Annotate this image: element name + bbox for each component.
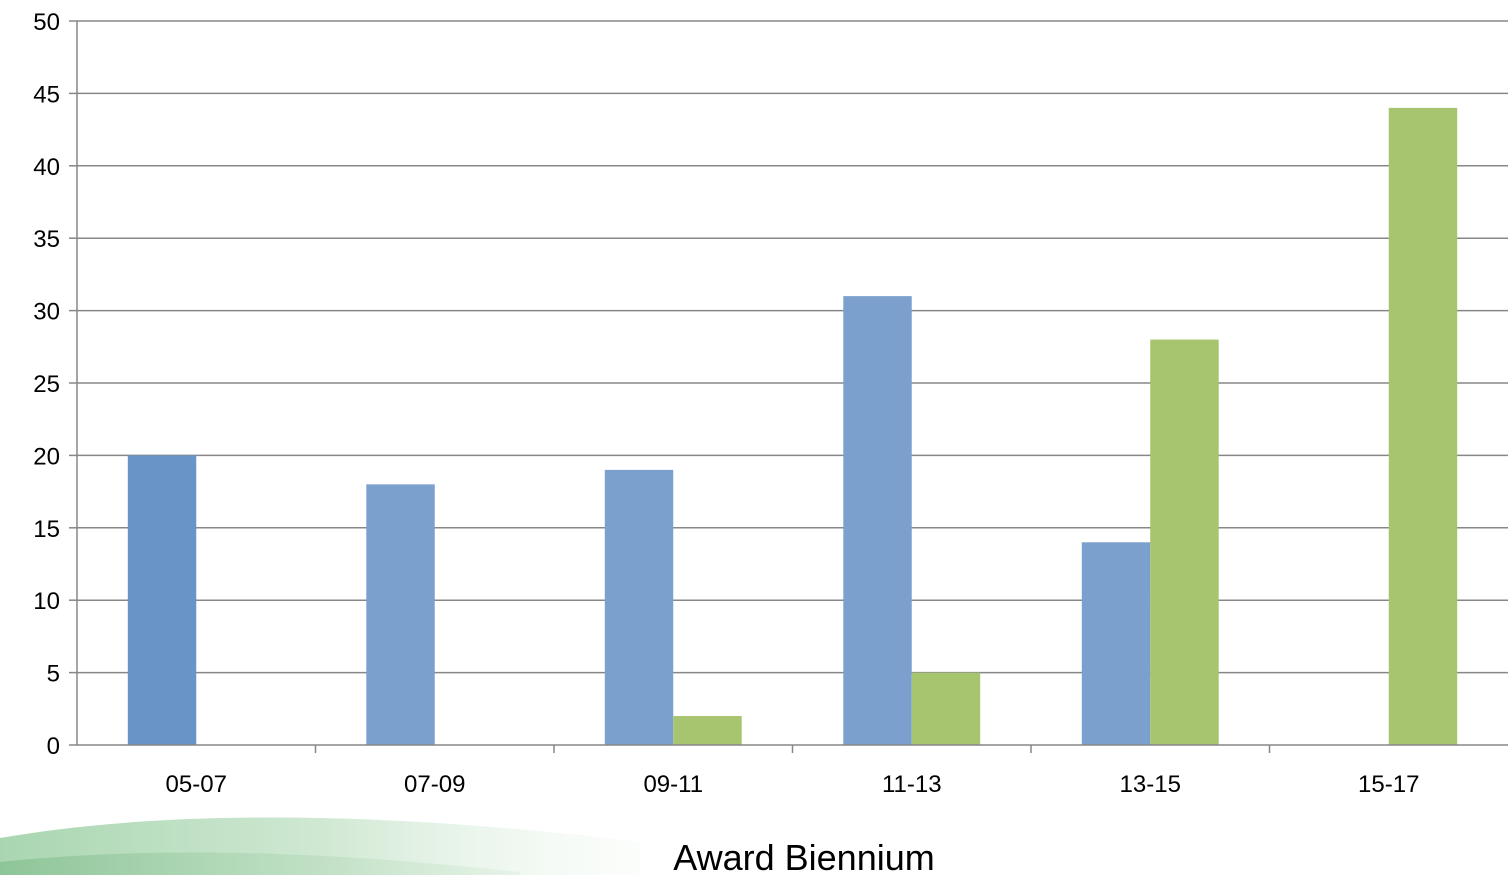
x-tick-label-07-09: 07-09: [404, 771, 465, 798]
bar-series2-11-13: [911, 672, 981, 745]
y-tick-label: 20: [33, 443, 60, 470]
x-tick-label-15-17: 15-17: [1358, 771, 1419, 798]
bars: [127, 107, 1458, 745]
axes: [69, 20, 1508, 753]
bar-series1-11-13: [843, 296, 912, 745]
x-tick-label-13-15: 13-15: [1120, 771, 1181, 798]
x-tick-label-05-07: 05-07: [166, 771, 227, 798]
bar-series2-13-15: [1150, 339, 1219, 745]
x-tick-label-11-13: 11-13: [882, 771, 942, 798]
y-tick-label: 30: [33, 299, 60, 326]
y-tick-label: 10: [33, 588, 60, 615]
bar-series1-13-15: [1081, 542, 1151, 745]
y-tick-label: 45: [33, 81, 60, 108]
bar-series1-07-09: [366, 484, 435, 745]
y-tick-label: 25: [33, 371, 60, 398]
y-tick-label: 5: [47, 661, 60, 688]
y-tick-label: 50: [33, 9, 60, 36]
bar-series2-15-17: [1388, 107, 1458, 745]
y-tick-label: 15: [33, 516, 60, 543]
y-tick-label: 0: [47, 733, 60, 760]
x-axis-title: Award Biennium: [673, 837, 934, 875]
bar-series1-09-11: [604, 469, 674, 745]
tick-labels: 0 5 10 15 20 25 30 35 40 45 50 05-07 07-09 09-11 11-13…: [33, 9, 1419, 798]
y-tick-label: 40: [33, 154, 60, 181]
x-tick-label-09-11: 09-11: [643, 771, 703, 798]
bar-series2-09-11: [673, 716, 742, 745]
gridlines: [77, 20, 1508, 674]
bar-series1-05-07: [127, 455, 197, 745]
y-tick-label: 35: [33, 226, 60, 253]
